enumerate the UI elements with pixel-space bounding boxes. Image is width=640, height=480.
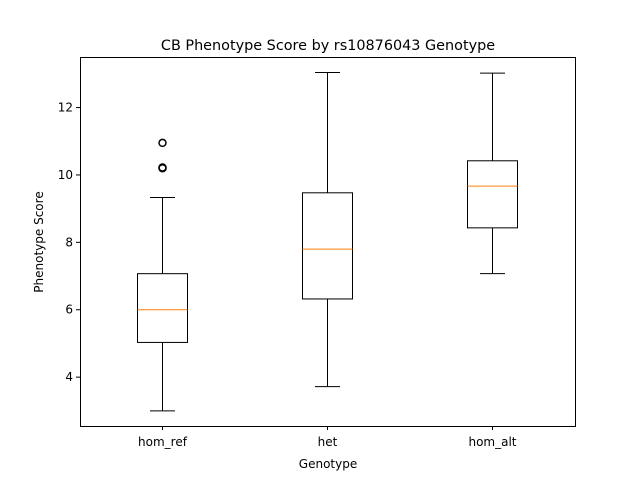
y-tick-label: 6 xyxy=(65,303,73,317)
y-tick-label: 10 xyxy=(58,168,73,182)
iqr-box xyxy=(302,192,353,300)
chart-title: CB Phenotype Score by rs10876043 Genotyp… xyxy=(161,38,495,54)
y-tick-label: 12 xyxy=(58,101,73,115)
x-tick-label: het xyxy=(318,435,338,449)
y-axis-label: Phenotype Score xyxy=(32,191,46,292)
x-axis-label: Genotype xyxy=(299,457,357,471)
iqr-box xyxy=(467,160,518,229)
box-hom_alt xyxy=(467,72,518,275)
iqr-box xyxy=(137,273,188,343)
y-tick-label: 8 xyxy=(65,235,73,249)
outlier-point xyxy=(158,163,167,172)
x-tick-label: hom_alt xyxy=(468,435,516,449)
box-het xyxy=(302,72,353,388)
y-tick-label: 4 xyxy=(65,370,73,384)
box-hom_ref xyxy=(137,138,188,412)
x-tick-label: hom_ref xyxy=(138,435,188,449)
outlier-point xyxy=(158,138,167,148)
